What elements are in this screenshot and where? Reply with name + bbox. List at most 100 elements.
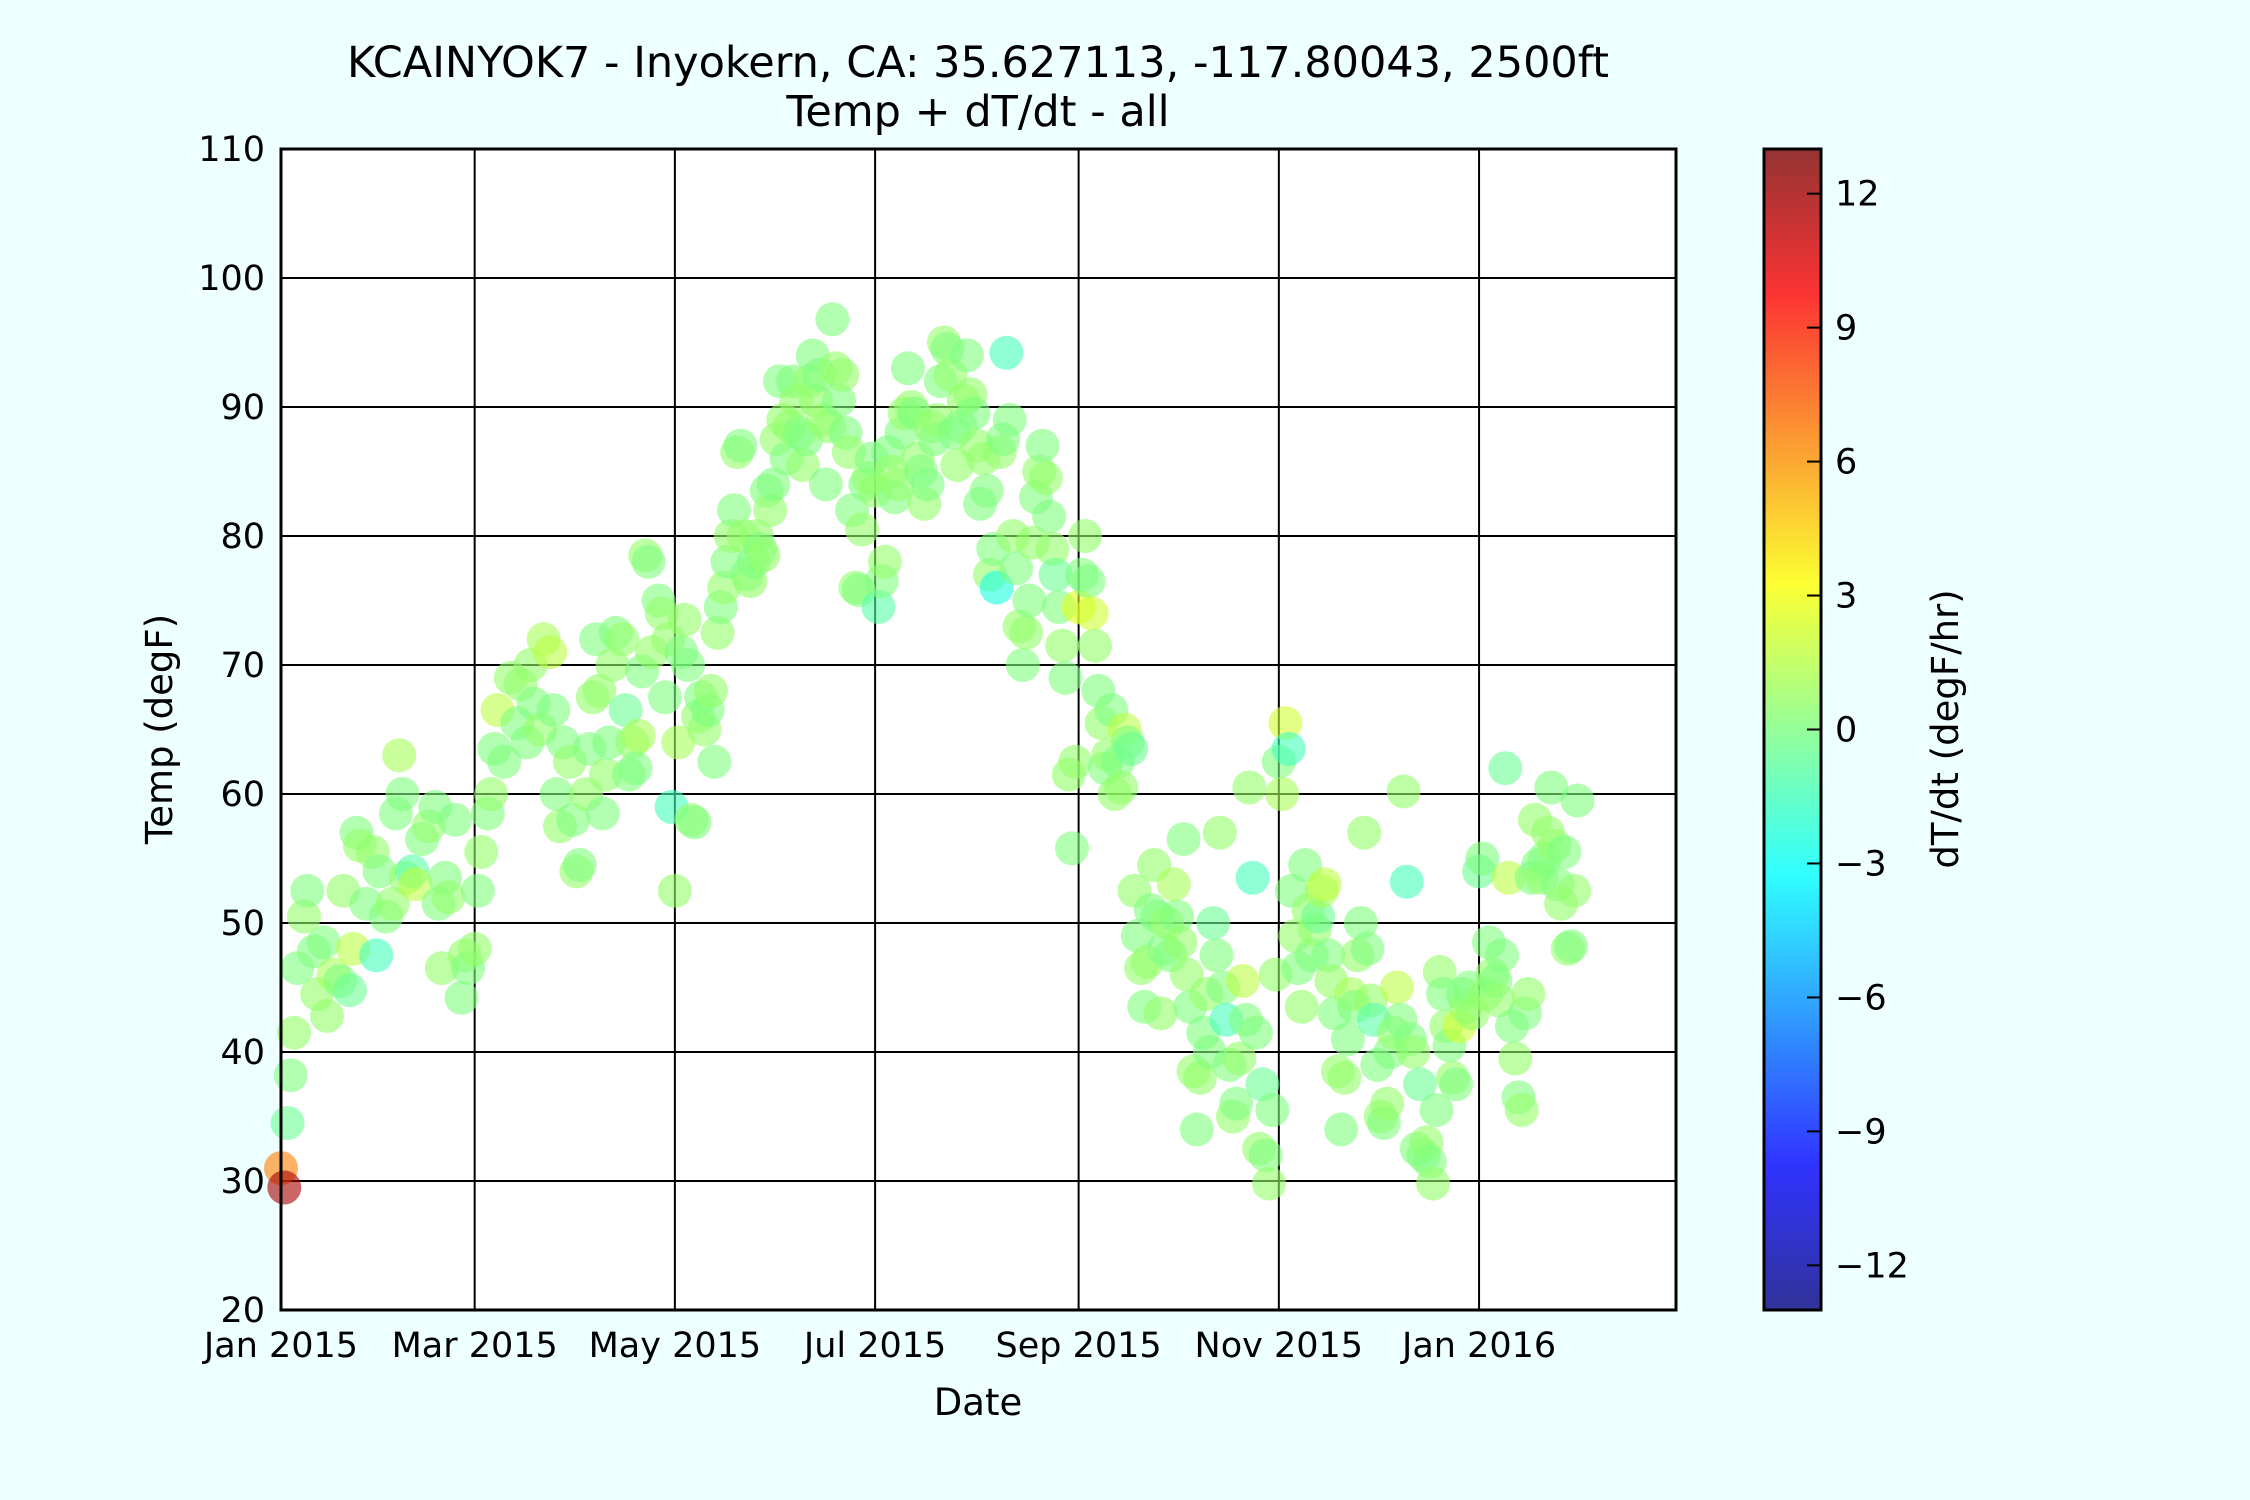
data-point: [310, 998, 344, 1033]
data-point: [1163, 925, 1198, 960]
data-point: [1160, 899, 1195, 934]
data-point: [444, 980, 479, 1015]
data-point: [582, 673, 617, 708]
data-point: [1311, 938, 1346, 973]
data-point: [1009, 615, 1044, 650]
data-point: [1330, 1022, 1365, 1057]
data-point: [1219, 1086, 1254, 1121]
data-point: [1156, 867, 1191, 902]
data-point: [306, 925, 341, 960]
data-point: [648, 680, 682, 715]
y-tick-label: 60: [220, 775, 265, 815]
x-axis-label: Date: [934, 1381, 1022, 1424]
data-point: [753, 493, 788, 528]
data-point: [605, 622, 640, 657]
data-point: [1028, 461, 1063, 495]
data-point: [1032, 499, 1067, 534]
data-point: [1179, 1112, 1214, 1147]
data-point: [1534, 770, 1569, 805]
data-point: [1199, 938, 1234, 973]
data-point: [1347, 815, 1382, 850]
data-point: [359, 938, 394, 973]
data-point: [1252, 1166, 1286, 1201]
data-point: [1324, 1112, 1359, 1147]
data-point: [868, 544, 902, 579]
x-tick-label: Nov 2015: [1195, 1326, 1364, 1366]
data-point: [1511, 977, 1546, 1011]
y-axis-ticks: 20 30 40 50 60 70 80 90 100 110: [198, 130, 265, 1331]
data-point: [1058, 744, 1093, 779]
data-point: [950, 338, 984, 373]
data-point: [1416, 1166, 1451, 1201]
data-point: [815, 302, 850, 337]
data-point: [1350, 931, 1385, 966]
data-point: [1238, 1015, 1273, 1050]
data-point: [438, 802, 472, 837]
colorbar-tick-label: 6: [1835, 443, 1857, 483]
data-point: [277, 1015, 312, 1050]
data-point: [861, 590, 896, 624]
data-point: [595, 648, 630, 682]
data-point: [992, 402, 1027, 437]
data-point: [1078, 628, 1112, 663]
data-point: [1038, 557, 1073, 592]
y-tick-label: 100: [198, 259, 265, 299]
data-point: [746, 538, 781, 573]
data-point: [1045, 628, 1080, 663]
data-point: [1225, 964, 1260, 998]
data-point: [267, 1170, 302, 1205]
data-point: [1265, 777, 1300, 811]
data-point: [270, 1106, 305, 1140]
data-point: [562, 848, 597, 882]
data-point: [1271, 731, 1306, 766]
data-point: [1327, 1060, 1362, 1095]
data-point: [1465, 841, 1500, 876]
plot-frame: [279, 147, 1678, 1312]
x-tick-label: Jan 2015: [202, 1326, 358, 1366]
plot-area: [281, 149, 1676, 1310]
colorbar-tick-label: −6: [1835, 978, 1887, 1018]
data-point: [1268, 706, 1303, 741]
data-point: [460, 873, 495, 908]
colorbar-tick-label: −12: [1835, 1246, 1909, 1286]
data-point: [1248, 1138, 1283, 1173]
data-point: [290, 873, 325, 908]
data-point: [700, 615, 735, 650]
y-tick-label: 40: [220, 1033, 265, 1073]
colorbar-tick-label: −9: [1835, 1112, 1887, 1152]
data-point: [1386, 774, 1421, 809]
data-point: [1481, 983, 1516, 1018]
data-point: [539, 777, 574, 811]
data-point: [536, 693, 571, 728]
data-point: [362, 854, 397, 889]
data-point: [1222, 1041, 1257, 1076]
data-point: [1504, 1093, 1539, 1127]
data-point: [1196, 906, 1231, 940]
data-point: [697, 744, 732, 779]
y-tick-label: 90: [220, 388, 265, 428]
data-point: [1202, 815, 1237, 850]
x-tick-label: May 2015: [589, 1326, 762, 1366]
data-point: [1380, 970, 1414, 1005]
data-point: [694, 673, 728, 708]
y-tick-label: 50: [220, 904, 265, 944]
data-point: [890, 351, 925, 386]
data-point: [1114, 731, 1149, 766]
data-point: [1343, 906, 1378, 940]
data-point: [1284, 989, 1319, 1024]
data-point: [474, 777, 509, 811]
data-points: [264, 302, 1595, 1205]
data-point: [1389, 864, 1424, 899]
x-tick-label: Sep 2015: [996, 1326, 1162, 1366]
data-point: [677, 805, 712, 840]
data-point: [910, 467, 945, 502]
data-point: [969, 473, 1004, 508]
data-point: [1074, 596, 1109, 631]
colorbar-ticks: 12 9 6 3 0 −3 −6 −9 −12: [1807, 175, 1909, 1286]
x-tick-label: Jan 2016: [1400, 1326, 1556, 1366]
data-point: [1370, 1086, 1405, 1121]
data-point: [621, 718, 656, 753]
data-point: [671, 648, 705, 682]
y-tick-label: 110: [198, 130, 265, 170]
